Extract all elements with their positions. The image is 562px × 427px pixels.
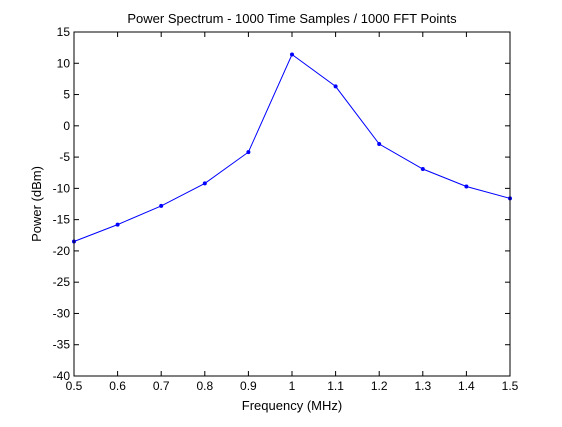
data-point [246,150,251,155]
chart-title: Power Spectrum - 1000 Time Samples / 100… [127,11,457,26]
data-point [115,222,120,227]
data-point [290,52,294,57]
data-point [464,184,469,189]
y-tick-label: -35 [53,338,71,352]
plot-frame [73,31,511,377]
y-tick-label: -15 [53,213,71,227]
y-tick-label: 15 [57,25,71,39]
x-tick-label: 1.2 [371,379,388,393]
data-point [377,141,382,146]
x-tick-label: 1.4 [458,379,475,393]
labels-layer: 0.5 0.6 0.7 0.8 0.9 1 1.1 1.2 1.3 1.4 1.5 15 10 5 0 -5 -… [53,25,519,393]
y-tick-label: -10 [53,181,71,195]
y-tick-label: -20 [53,244,71,258]
x-tick-label: 1.1 [327,379,344,393]
data-point [202,181,207,186]
x-tick-label: 0.6 [109,379,126,393]
y-tick-label: -40 [53,369,71,383]
x-tick-label: 1.3 [414,379,431,393]
x-tick-label: 1 [289,379,296,393]
data-point [333,84,338,89]
y-axis-title: Power (dBm) [29,166,44,242]
y-tick-label: 10 [57,56,71,70]
x-tick-label: 0.8 [196,379,213,393]
x-tick-label: 1.5 [502,379,519,393]
data-point [420,166,425,171]
y-tick-label: -30 [53,306,71,320]
plot-area [74,32,510,376]
x-axis-title: Frequency (MHz) [242,398,342,413]
y-tick-label: 5 [63,88,70,102]
series-layer [72,52,512,244]
x-tick-label: 0.9 [240,379,257,393]
x-tick-label: 0.5 [66,379,83,393]
x-tick-label: 0.7 [153,379,170,393]
data-point [159,203,164,208]
y-tick-label: -25 [53,275,71,289]
y-tick-label: 0 [63,119,70,133]
y-tick-label: -5 [59,150,70,164]
